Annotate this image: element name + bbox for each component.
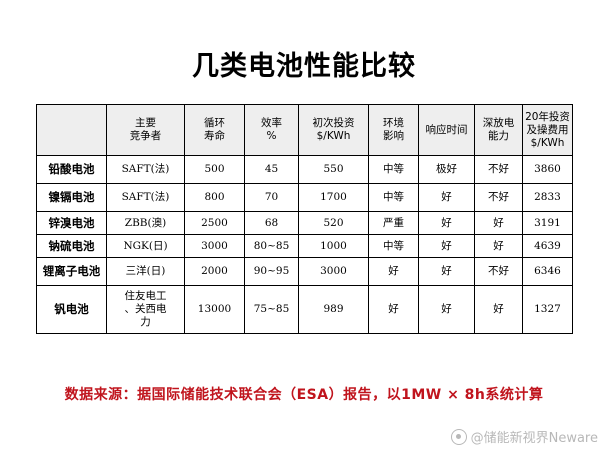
header-cell-initial-investment: 初次投资 $/KWh [298,104,369,156]
table-cell-response-time: 好 [418,257,475,286]
table-cell-environment: 中等 [368,234,419,258]
table-cell-battery-name: 钠硫电池 [36,234,107,258]
table-cell-20yr-cost: 1327 [522,285,573,334]
table-cell-cycle-life: 2000 [184,257,245,286]
table-cell-initial-investment: 520 [298,211,369,235]
table-cell-environment: 好 [368,257,419,286]
table-cell-initial-investment: 3000 [298,257,369,286]
table-cell-battery-name: 锂离子电池 [36,257,107,286]
table-cell-efficiency: 80~85 [244,234,299,258]
table-row: 镍镉电池 SAFT(法) 800 70 1700 中等 好 不好 2833 [36,183,573,212]
page-title: 几类电池性能比较 [192,51,416,82]
table-cell-deep-discharge: 不好 [474,155,523,184]
table-cell-cycle-life: 3000 [184,234,245,258]
source-note: 数据来源：据国际储能技术联合会（ESA）报告，以1MW × 8h系统计算 [64,387,544,403]
table-cell-initial-investment: 1000 [298,234,369,258]
table-cell-20yr-cost: 4639 [522,234,573,258]
table-cell-competitor: ZBB(澳) [106,211,185,235]
battery-comparison-table: 主要 竞争者 循环 寿命 效率 % 初次投资 $/KWh 环境 影响 响应时间 … [36,104,573,334]
table-cell-battery-name: 铅酸电池 [36,155,107,184]
table-row: 钒电池 住友电工 、关西电 力 13000 75~85 989 好 好 好 13… [36,285,573,334]
table-cell-cycle-life: 13000 [184,285,245,334]
table-cell-environment: 中等 [368,183,419,212]
table-cell-initial-investment: 1700 [298,183,369,212]
table-cell-efficiency: 45 [244,155,299,184]
header-cell-competitor: 主要 竞争者 [106,104,185,156]
table-cell-competitor: SAFT(法) [106,183,185,212]
table-cell-deep-discharge: 不好 [474,257,523,286]
table-cell-competitor: 住友电工 、关西电 力 [106,285,185,334]
table-cell-20yr-cost: 2833 [522,183,573,212]
table-cell-efficiency: 70 [244,183,299,212]
table-cell-response-time: 好 [418,234,475,258]
table-cell-efficiency: 75~85 [244,285,299,334]
table-cell-20yr-cost: 3860 [522,155,573,184]
header-cell-cycle-life: 循环 寿命 [184,104,245,156]
header-cell-efficiency: 效率 % [244,104,299,156]
table-row: 铅酸电池 SAFT(法) 500 45 550 中等 极好 不好 3860 [36,155,573,184]
header-cell-deep-discharge: 深放电 能力 [474,104,523,156]
table-cell-competitor: NGK(日) [106,234,185,258]
table-cell-efficiency: 90~95 [244,257,299,286]
table-row: 锂离子电池 三洋(日) 2000 90~95 3000 好 好 不好 6346 [36,257,573,286]
table-cell-deep-discharge: 好 [474,234,523,258]
header-cell-environment: 环境 影响 [368,104,419,156]
header-cell-response-time: 响应时间 [418,104,475,156]
header-cell-20yr-cost: 20年投资 及操费用 $/KWh [522,104,573,156]
table-cell-20yr-cost: 6346 [522,257,573,286]
table-cell-environment: 严重 [368,211,419,235]
watermark-logo-icon [450,428,467,445]
table-cell-cycle-life: 2500 [184,211,245,235]
watermark-text: @储能新视界Neware [470,431,598,446]
table-cell-deep-discharge: 好 [474,285,523,334]
table-cell-initial-investment: 550 [298,155,369,184]
table-cell-environment: 中等 [368,155,419,184]
table-cell-response-time: 好 [418,211,475,235]
table-cell-battery-name: 镍镉电池 [36,183,107,212]
comparison-table-container: 主要 竞争者 循环 寿命 效率 % 初次投资 $/KWh 环境 影响 响应时间 … [36,104,573,334]
table-cell-20yr-cost: 3191 [522,211,573,235]
table-cell-competitor: SAFT(法) [106,155,185,184]
table-cell-cycle-life: 800 [184,183,245,212]
table-cell-environment: 好 [368,285,419,334]
table-header-row: 主要 竞争者 循环 寿命 效率 % 初次投资 $/KWh 环境 影响 响应时间 … [36,104,573,156]
watermark: @储能新视界Neware [450,427,598,446]
table-cell-battery-name: 钒电池 [36,285,107,334]
table-cell-deep-discharge: 好 [474,211,523,235]
table-row: 锌溴电池 ZBB(澳) 2500 68 520 严重 好 好 3191 [36,211,573,235]
table-cell-efficiency: 68 [244,211,299,235]
table-cell-deep-discharge: 不好 [474,183,523,212]
table-cell-response-time: 好 [418,285,475,334]
table-row: 钠硫电池 NGK(日) 3000 80~85 1000 中等 好 好 4639 [36,234,573,258]
header-cell-blank [36,104,107,156]
table-cell-response-time: 好 [418,183,475,212]
table-cell-response-time: 极好 [418,155,475,184]
table-cell-cycle-life: 500 [184,155,245,184]
table-cell-battery-name: 锌溴电池 [36,211,107,235]
table-cell-initial-investment: 989 [298,285,369,334]
table-cell-competitor: 三洋(日) [106,257,185,286]
